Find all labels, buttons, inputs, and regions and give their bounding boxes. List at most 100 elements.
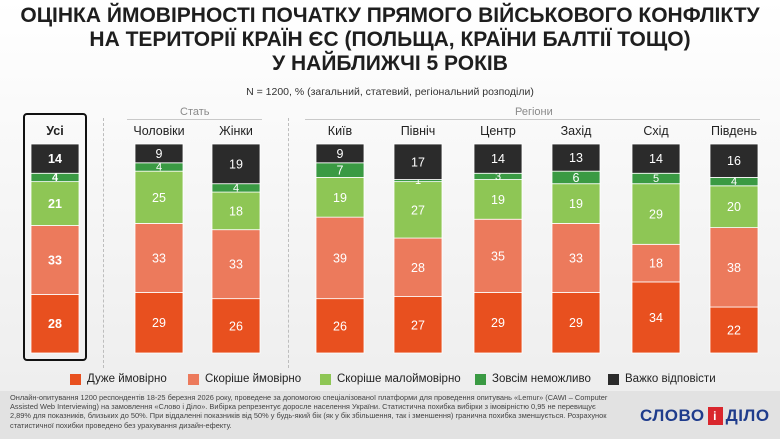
data-label: 33	[152, 251, 166, 265]
legend-label: Дуже ймовірно	[87, 373, 167, 385]
chart-legend: Дуже ймовірно Скоріше ймовірно Скоріше м…	[70, 371, 750, 387]
category-label: Південь	[711, 124, 757, 138]
data-label: 18	[649, 257, 663, 271]
bar-segment	[134, 170, 184, 224]
highlight-frame	[23, 113, 87, 361]
bar-segment	[631, 281, 681, 354]
bar-segment	[551, 223, 601, 293]
category-label: Київ	[328, 124, 353, 138]
data-label: 29	[569, 316, 583, 330]
legend-swatch	[188, 373, 199, 385]
chart-title: ОЦІНКА ЙМОВІРНОСТІ ПОЧАТКУ ПРЯМОГО ВІЙСЬ…	[0, 4, 780, 76]
data-label: 28	[411, 261, 425, 275]
category-label: Усі	[46, 124, 63, 138]
data-label: 17	[411, 155, 425, 169]
bar-segment	[30, 143, 80, 174]
legend-item-very-likely: Дуже ймовірно	[70, 371, 167, 387]
data-label: 20	[727, 200, 741, 214]
bar-segment	[393, 181, 443, 239]
gender-divider-line	[127, 119, 262, 120]
data-label: 18	[229, 204, 243, 218]
bar-segment	[631, 243, 681, 283]
data-label: 29	[152, 316, 166, 330]
bar-segment	[473, 291, 523, 354]
bar-segment	[211, 143, 261, 185]
legend-item-hard-to-say: Важко відповісти	[608, 371, 716, 387]
separator-gender	[288, 118, 289, 368]
logo-text-left: СЛОВО	[640, 406, 705, 425]
data-label: 28	[48, 317, 62, 331]
legend-item-rather-unlikely: Скоріше малоймовірно	[320, 371, 461, 387]
data-label: 19	[229, 157, 243, 171]
data-label: 16	[727, 154, 741, 168]
title-line-2: НА ТЕРИТОРІЇ КРАЇН ЄС (ПОЛЬЩА, КРАЇНИ БА…	[89, 28, 691, 51]
category-label: Схід	[643, 124, 669, 138]
bar-segment	[30, 181, 80, 226]
data-label: 6	[573, 171, 580, 185]
legend-label: Зовсім неможливо	[492, 373, 591, 385]
data-label: 19	[333, 191, 347, 205]
data-label: 25	[152, 191, 166, 205]
bar-segment	[315, 177, 365, 218]
data-label: 19	[569, 197, 583, 211]
bar-segment	[315, 216, 365, 300]
legend-item-impossible: Зовсім неможливо	[475, 371, 591, 387]
data-label: 14	[48, 152, 62, 166]
data-label: 26	[333, 319, 347, 333]
logo-text-mid: і	[707, 407, 723, 425]
category-label: Захід	[561, 124, 593, 138]
bar-segment	[211, 229, 261, 300]
bar-segment	[551, 291, 601, 354]
legend-label: Скоріше ймовірно	[205, 373, 302, 385]
slovo-i-dilo-logo: СЛОВО і ДІЛО	[640, 405, 770, 427]
data-label: 27	[411, 318, 425, 332]
title-line-3: У НАЙБЛИЖЧІ 5 РОКІВ	[272, 52, 508, 75]
legend-swatch	[320, 373, 331, 385]
bar-segment	[211, 191, 261, 231]
group-label-regions: Регіони	[515, 106, 553, 118]
bar-segment	[30, 294, 80, 354]
data-label: 29	[491, 316, 505, 330]
category-label: Північ	[401, 124, 436, 138]
bar-segment	[134, 291, 184, 354]
data-label: 22	[727, 324, 741, 338]
data-label: 7	[337, 164, 344, 178]
data-label: 34	[649, 311, 663, 325]
bar-segment	[473, 143, 523, 174]
bar-segment	[315, 143, 365, 164]
legend-swatch	[475, 373, 486, 385]
separator-total	[103, 118, 104, 368]
data-label: 13	[569, 151, 583, 165]
bar-segment	[551, 143, 601, 172]
data-label: 33	[48, 253, 62, 267]
data-label: 27	[411, 203, 425, 217]
legend-swatch	[70, 373, 81, 385]
stacked-bar-chart: Усі283321414Чоловіки29332549Жінки2633184…	[23, 113, 759, 361]
data-label: 4	[156, 161, 162, 173]
bar-segment	[631, 183, 681, 245]
data-label: 38	[727, 261, 741, 275]
bar-segment	[134, 223, 184, 293]
data-label: 9	[337, 147, 344, 161]
bar-segment	[30, 225, 80, 295]
category-label: Жінки	[219, 124, 253, 138]
bar-segment	[393, 296, 443, 354]
data-label: 33	[229, 258, 243, 272]
bar-segment	[709, 227, 759, 308]
data-label: 1	[415, 175, 421, 187]
bar-segment	[709, 143, 759, 178]
data-label: 19	[491, 193, 505, 207]
legend-label: Скоріше малоймовірно	[337, 373, 461, 385]
data-label: 26	[229, 319, 243, 333]
data-label: 29	[649, 208, 663, 222]
data-label: 39	[333, 251, 347, 265]
category-label: Центр	[480, 124, 516, 138]
regions-divider-line	[305, 119, 760, 120]
data-label: 4	[233, 182, 239, 194]
logo-text-right: ДІЛО	[725, 406, 770, 425]
data-label: 3	[495, 171, 501, 183]
data-label: 5	[653, 173, 659, 185]
footer-band	[0, 391, 780, 439]
data-label: 35	[491, 249, 505, 263]
data-label: 21	[48, 197, 62, 211]
